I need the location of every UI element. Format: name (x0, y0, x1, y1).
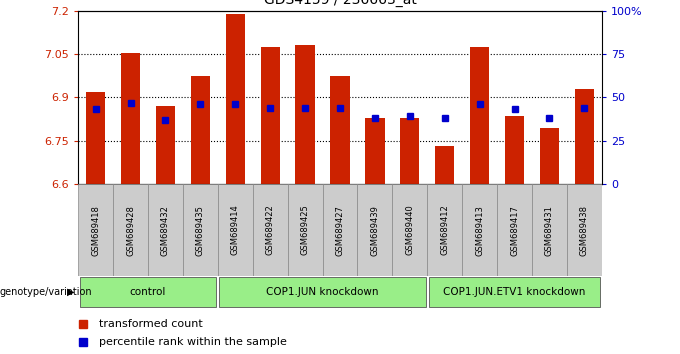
Text: GSM689414: GSM689414 (231, 205, 240, 256)
Text: COP1.JUN.ETV1 knockdown: COP1.JUN.ETV1 knockdown (443, 287, 585, 297)
Bar (428, 278, 600, 307)
Text: GSM689427: GSM689427 (335, 205, 345, 256)
Bar (113, 184, 148, 276)
Text: GSM689413: GSM689413 (475, 205, 484, 256)
Bar (183, 184, 218, 276)
Text: COP1.JUN knockdown: COP1.JUN knockdown (267, 287, 379, 297)
Bar (567, 184, 602, 276)
Bar (296, 45, 315, 184)
Bar (322, 184, 358, 276)
Bar (330, 76, 350, 184)
Bar (121, 52, 140, 184)
Bar (540, 128, 559, 184)
Bar (288, 184, 322, 276)
Bar (218, 184, 253, 276)
Text: GSM689431: GSM689431 (545, 205, 554, 256)
Bar (392, 184, 427, 276)
Bar (219, 278, 426, 307)
Text: control: control (130, 287, 166, 297)
Bar (191, 76, 210, 184)
Bar (505, 116, 524, 184)
Text: GSM689422: GSM689422 (266, 205, 275, 256)
Bar (427, 184, 462, 276)
Text: ▶: ▶ (67, 287, 75, 297)
Text: GDS4159 / 236663_at: GDS4159 / 236663_at (264, 0, 416, 7)
Bar (497, 184, 532, 276)
Bar (401, 118, 420, 184)
Text: GSM689417: GSM689417 (510, 205, 519, 256)
Text: GSM689435: GSM689435 (196, 205, 205, 256)
Bar (470, 47, 489, 184)
Bar (80, 278, 216, 307)
Bar (462, 184, 497, 276)
Bar (226, 13, 245, 184)
Bar (260, 47, 279, 184)
Text: GSM689428: GSM689428 (126, 205, 135, 256)
Text: GSM689440: GSM689440 (405, 205, 414, 256)
Text: GSM689425: GSM689425 (301, 205, 309, 256)
Bar (365, 118, 384, 184)
Text: GSM689432: GSM689432 (161, 205, 170, 256)
Bar (435, 147, 454, 184)
Bar (86, 92, 105, 184)
Bar (358, 184, 392, 276)
Bar (575, 89, 594, 184)
Bar (78, 184, 113, 276)
Text: transformed count: transformed count (99, 319, 203, 329)
Bar (532, 184, 567, 276)
Bar (253, 184, 288, 276)
Text: GSM689412: GSM689412 (440, 205, 449, 256)
Text: percentile rank within the sample: percentile rank within the sample (99, 337, 287, 348)
Text: GSM689439: GSM689439 (371, 205, 379, 256)
Bar (156, 106, 175, 184)
Bar (148, 184, 183, 276)
Text: GSM689418: GSM689418 (91, 205, 100, 256)
Text: GSM689438: GSM689438 (580, 205, 589, 256)
Text: genotype/variation: genotype/variation (0, 287, 92, 297)
